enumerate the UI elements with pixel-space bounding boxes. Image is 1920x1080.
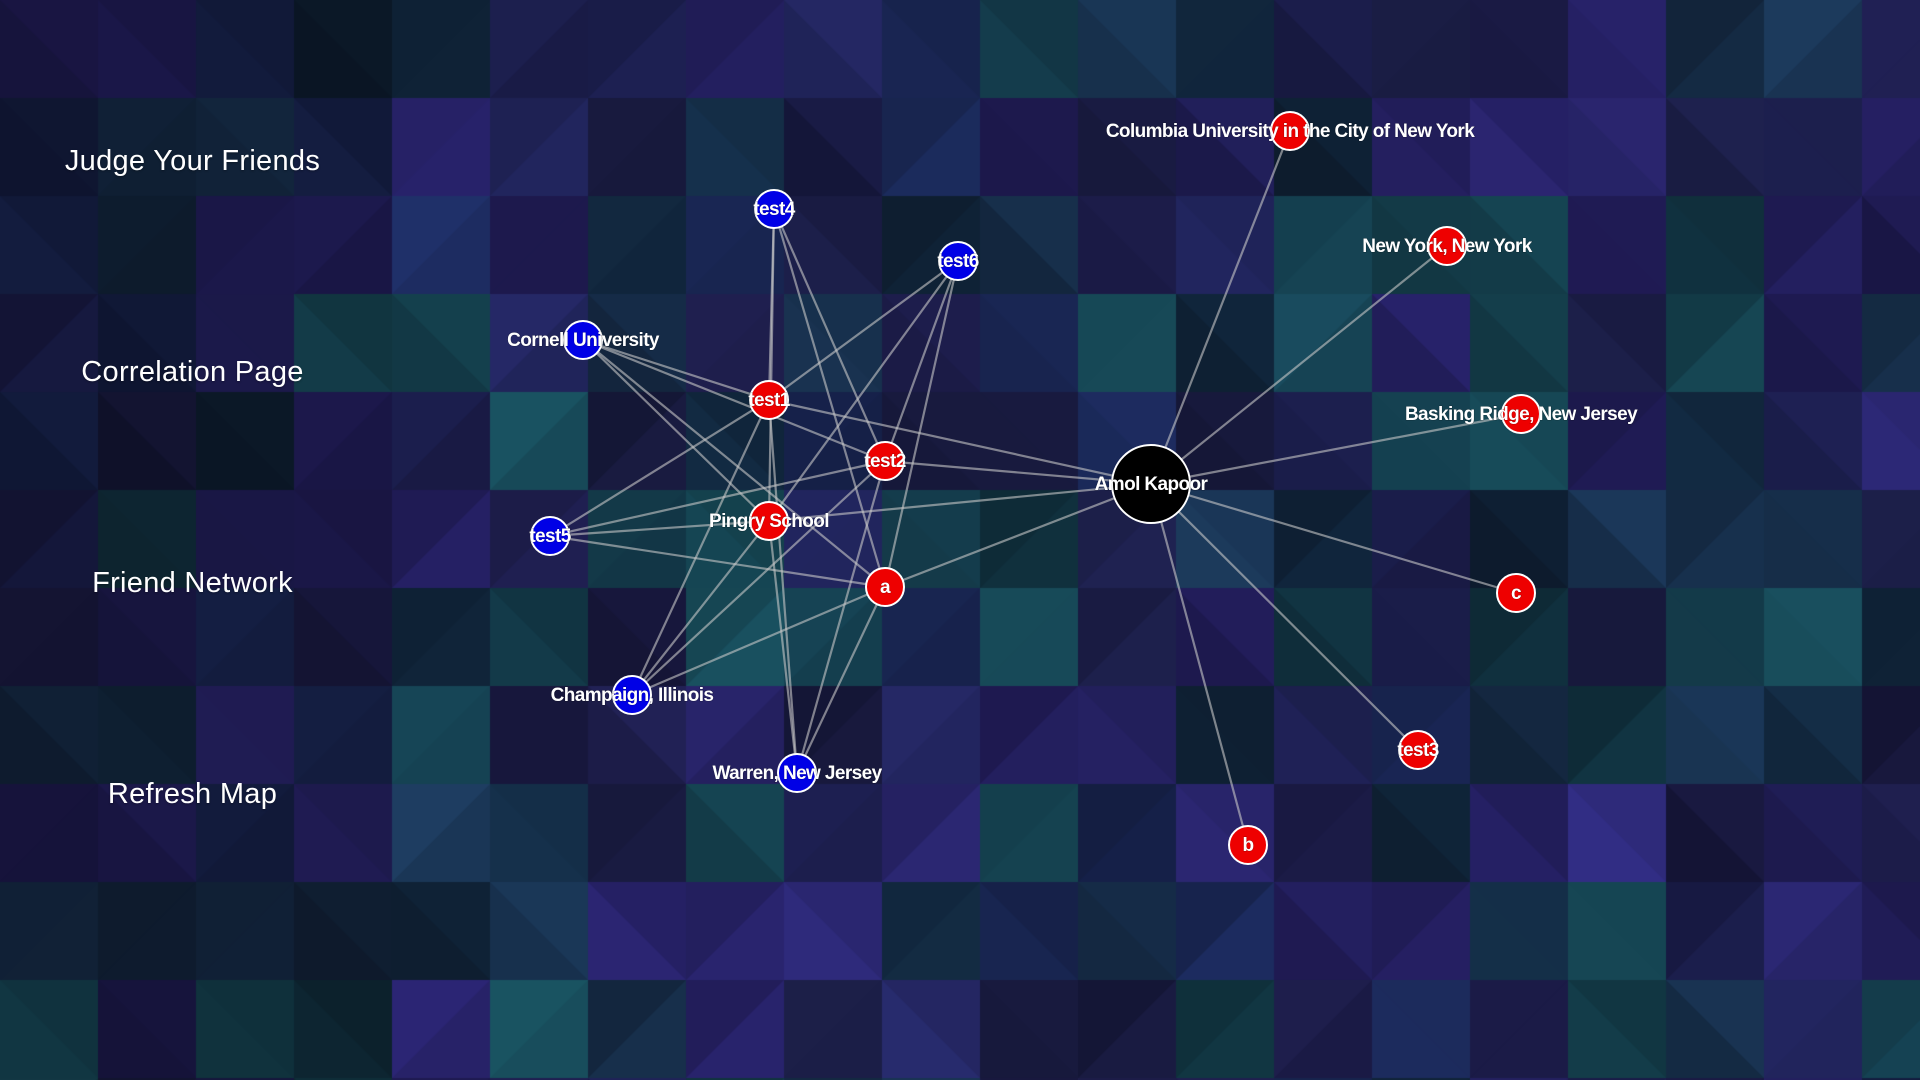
node-label-nyny: New York, New York <box>1362 236 1532 257</box>
edge-champaign-test2 <box>631 460 886 696</box>
node-columbia[interactable] <box>1270 111 1310 151</box>
nav-judge-your-friends[interactable]: Judge Your Friends <box>64 145 321 177</box>
edge-warren-test2 <box>795 460 887 774</box>
edge-amol-c <box>1150 482 1517 595</box>
node-label-pingry: Pingry School <box>709 511 829 532</box>
edge-test6-test2 <box>883 260 960 462</box>
edge-amol-columbia <box>1149 130 1292 485</box>
edge-warren-a <box>796 586 886 774</box>
edge-test4-test2 <box>772 208 887 462</box>
nav-refresh-map[interactable]: Refresh Map <box>107 778 278 810</box>
edge-test6-test1 <box>768 260 959 401</box>
node-label-a: a <box>880 577 891 598</box>
edge-test6-a <box>883 260 960 588</box>
nav-correlation-page[interactable]: Correlation Page <box>81 356 304 388</box>
node-label-amol: Amol Kapoor <box>1095 474 1209 495</box>
node-label-test1: test1 <box>748 390 790 411</box>
node-label-test5: test5 <box>529 526 571 547</box>
edge-warren-test1 <box>767 399 799 774</box>
edge-amol-nyny <box>1150 245 1448 485</box>
edge-test4-pingry <box>767 208 776 522</box>
node-test5[interactable] <box>530 516 570 556</box>
node-b[interactable] <box>1228 825 1268 865</box>
edge-cornell-a <box>582 339 886 588</box>
node-basking[interactable] <box>1501 394 1541 434</box>
node-warren[interactable] <box>777 753 817 793</box>
node-label-test2: test2 <box>864 451 905 472</box>
node-a[interactable] <box>865 567 905 607</box>
graph-edges <box>549 130 1522 846</box>
nav-friend-network[interactable]: Friend Network <box>92 567 293 599</box>
edge-test5-a <box>549 534 886 589</box>
node-c[interactable] <box>1496 573 1536 613</box>
edge-test5-test2 <box>549 459 886 538</box>
node-test6[interactable] <box>938 241 978 281</box>
node-pingry[interactable] <box>749 501 789 541</box>
edge-test5-pingry <box>549 519 770 538</box>
node-label-test6: test6 <box>937 251 978 272</box>
node-label-warren: Warren, New Jersey <box>712 763 882 784</box>
sidebar-nav: Judge Your Friends Correlation Page Frie… <box>0 0 385 1080</box>
node-champaign[interactable] <box>612 675 652 715</box>
edge-cornell-test2 <box>582 338 886 463</box>
node-label-b: b <box>1242 835 1253 856</box>
edge-champaign-test1 <box>631 399 770 696</box>
edge-amol-pingry <box>768 482 1152 523</box>
edge-cornell-test1 <box>582 338 770 402</box>
node-test4[interactable] <box>754 189 794 229</box>
node-amol[interactable] <box>1111 444 1191 524</box>
edge-champaign-a <box>631 585 886 697</box>
edge-test6-pingry <box>768 260 959 522</box>
node-label-test4: test4 <box>753 199 795 220</box>
graph-labels: Amol Kapoor Columbia University in the Ci… <box>507 121 1640 857</box>
edge-amol-basking <box>1150 412 1522 486</box>
node-label-test3: test3 <box>1397 740 1438 761</box>
node-label-cornell: Cornell University <box>507 330 660 351</box>
node-label-champaign: Champaign, Illinois <box>551 685 714 706</box>
edge-amol-b <box>1149 483 1250 846</box>
edge-amol-test3 <box>1150 483 1419 751</box>
node-label-basking: Basking Ridge, New Jersey <box>1405 404 1638 425</box>
node-nyny[interactable] <box>1427 226 1467 266</box>
node-test1[interactable] <box>749 380 789 420</box>
edge-amol-test2 <box>884 459 1152 486</box>
graph-nodes[interactable] <box>530 111 1541 865</box>
node-label-columbia: Columbia University in the City of New Y… <box>1106 121 1475 142</box>
edge-warren-pingry <box>767 520 799 774</box>
node-test2[interactable] <box>865 441 905 481</box>
edge-champaign-pingry <box>631 520 770 696</box>
node-label-c: c <box>1511 583 1522 604</box>
edge-cornell-pingry <box>582 339 770 522</box>
edge-test5-test1 <box>549 399 770 537</box>
edge-amol-test1 <box>768 398 1152 486</box>
edge-amol-a <box>884 482 1152 589</box>
node-test3[interactable] <box>1398 730 1438 770</box>
node-cornell[interactable] <box>563 320 603 360</box>
